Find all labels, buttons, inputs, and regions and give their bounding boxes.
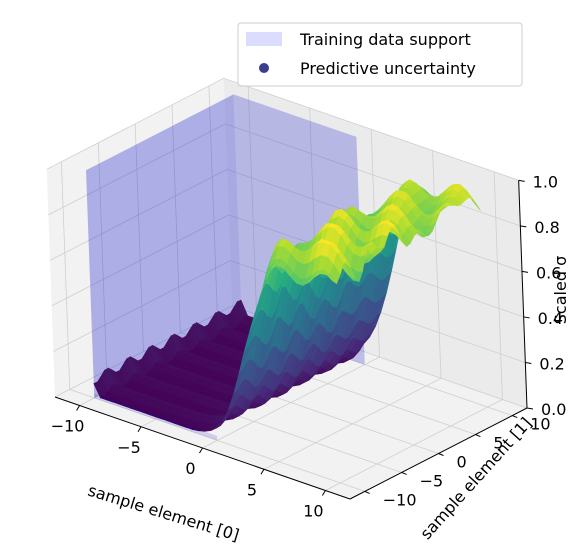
legend-marker-uncertainty — [259, 63, 269, 73]
grid-line-z — [49, 168, 523, 272]
y-tick — [475, 434, 481, 438]
x-tick — [321, 490, 326, 496]
z-tick — [521, 270, 529, 273]
z-tick-label: 1.0 — [533, 172, 558, 191]
x-tick — [199, 447, 203, 454]
x-axis-label: sample element [0] — [86, 481, 242, 545]
z-tick-label: 0.6 — [536, 263, 561, 282]
grid-line-z — [53, 260, 526, 363]
x-tick-label: −5 — [117, 438, 141, 457]
grid-line-z — [46, 77, 519, 181]
x-tick — [260, 468, 265, 475]
legend-box — [237, 22, 523, 87]
y-tick-label: 0 — [457, 453, 467, 472]
y-tick-label: 5 — [493, 434, 503, 453]
training-support-face-left — [86, 94, 242, 398]
x-tick-label: 5 — [247, 480, 257, 499]
y-tick-label: −10 — [383, 490, 417, 509]
z-tick-label: 0.4 — [538, 309, 563, 328]
y-tick — [438, 453, 444, 456]
z-tick — [525, 361, 532, 364]
x-tick-label: 0 — [185, 459, 195, 478]
y-tick-label: −5 — [420, 471, 444, 490]
z-tick-label: 0.0 — [541, 400, 566, 419]
y-tick-label: 10 — [530, 415, 550, 434]
uncertainty-surface — [93, 179, 481, 432]
z-tick — [523, 316, 530, 319]
x-tick-label: 10 — [303, 502, 323, 521]
x-tick — [137, 426, 142, 433]
legend-label-training: Training data support — [299, 30, 471, 49]
z-tick — [520, 225, 527, 228]
x-tick-label: −10 — [51, 417, 85, 436]
y-tick — [512, 415, 518, 419]
training-support-face-front — [94, 393, 218, 441]
z-axis-label: Scaled σ — [551, 256, 570, 324]
legend: Training data support Predictive uncerta… — [237, 22, 523, 87]
y-tick — [364, 490, 370, 494]
x-tick — [76, 405, 81, 411]
z-tick — [526, 407, 534, 410]
z-axis-line — [518, 180, 528, 409]
grid-line-z — [51, 214, 524, 318]
surface-patch — [325, 274, 337, 284]
legend-label-uncertainty: Predictive uncertainty — [300, 59, 476, 78]
legend-swatch-training — [246, 32, 282, 46]
training-support-front — [94, 393, 218, 441]
z-tick-label: 0.8 — [534, 218, 559, 237]
z-tick-label: 0.2 — [539, 354, 564, 373]
z-tick — [518, 179, 525, 182]
y-tick — [401, 471, 407, 475]
grid-line-z — [54, 305, 528, 409]
